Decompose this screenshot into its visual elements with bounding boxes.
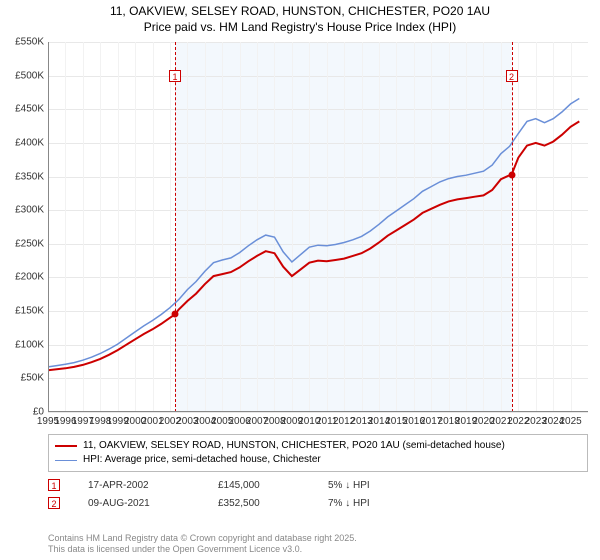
gridline-h: [48, 412, 588, 413]
event-line: [175, 42, 176, 412]
sales-price: £352,500: [218, 498, 328, 509]
x-axis-line: [48, 411, 588, 412]
sale-dot: [171, 311, 178, 318]
y-tick-label: £50K: [21, 373, 44, 384]
sales-row: 2 09-AUG-2021£352,5007% ↓ HPI: [48, 494, 588, 512]
y-tick-label: £150K: [15, 306, 44, 317]
series-lines: [48, 42, 588, 412]
legend-label: 11, OAKVIEW, SELSEY ROAD, HUNSTON, CHICH…: [83, 439, 505, 453]
sales-diff: 5% ↓ HPI: [328, 480, 438, 491]
chart-area: 12 £0£50K£100K£150K£200K£250K£300K£350K£…: [48, 42, 588, 412]
sales-num-box: 2: [48, 497, 60, 509]
legend-swatch: [55, 445, 77, 447]
sales-num-box: 1: [48, 479, 60, 491]
y-tick-label: £550K: [15, 37, 44, 48]
event-marker: 1: [169, 70, 181, 82]
legend: 11, OAKVIEW, SELSEY ROAD, HUNSTON, CHICH…: [48, 434, 588, 472]
sales-price: £145,000: [218, 480, 328, 491]
sales-row: 1 17-APR-2002£145,0005% ↓ HPI: [48, 476, 588, 494]
sales-table: 1 17-APR-2002£145,0005% ↓ HPI 2 09-AUG-2021…: [48, 476, 588, 512]
series-line-hpi: [48, 99, 579, 367]
legend-swatch: [55, 460, 77, 461]
y-tick-label: £250K: [15, 238, 44, 249]
event-marker: 2: [506, 70, 518, 82]
y-tick-label: £450K: [15, 104, 44, 115]
y-tick-label: £400K: [15, 137, 44, 148]
x-tick-label: 2025: [559, 416, 581, 427]
footer-line-2: This data is licensed under the Open Gov…: [48, 544, 357, 556]
legend-label: HPI: Average price, semi-detached house,…: [83, 453, 321, 467]
event-line: [512, 42, 513, 412]
legend-row: 11, OAKVIEW, SELSEY ROAD, HUNSTON, CHICH…: [55, 439, 581, 453]
sales-date: 17-APR-2002: [88, 480, 218, 491]
title-line-2: Price paid vs. HM Land Registry's House …: [0, 20, 600, 36]
y-tick-label: £500K: [15, 70, 44, 81]
y-tick-label: £300K: [15, 205, 44, 216]
chart-container: 11, OAKVIEW, SELSEY ROAD, HUNSTON, CHICH…: [0, 0, 600, 560]
y-tick-label: £100K: [15, 339, 44, 350]
title-line-1: 11, OAKVIEW, SELSEY ROAD, HUNSTON, CHICH…: [0, 4, 600, 20]
sale-dot: [508, 171, 515, 178]
legend-row: HPI: Average price, semi-detached house,…: [55, 453, 581, 467]
title-block: 11, OAKVIEW, SELSEY ROAD, HUNSTON, CHICH…: [0, 0, 600, 37]
y-axis-line: [48, 42, 49, 412]
footer: Contains HM Land Registry data © Crown c…: [48, 533, 357, 556]
sales-diff: 7% ↓ HPI: [328, 498, 438, 509]
y-tick-label: £200K: [15, 272, 44, 283]
sales-date: 09-AUG-2021: [88, 498, 218, 509]
y-tick-label: £350K: [15, 171, 44, 182]
footer-line-1: Contains HM Land Registry data © Crown c…: [48, 533, 357, 545]
